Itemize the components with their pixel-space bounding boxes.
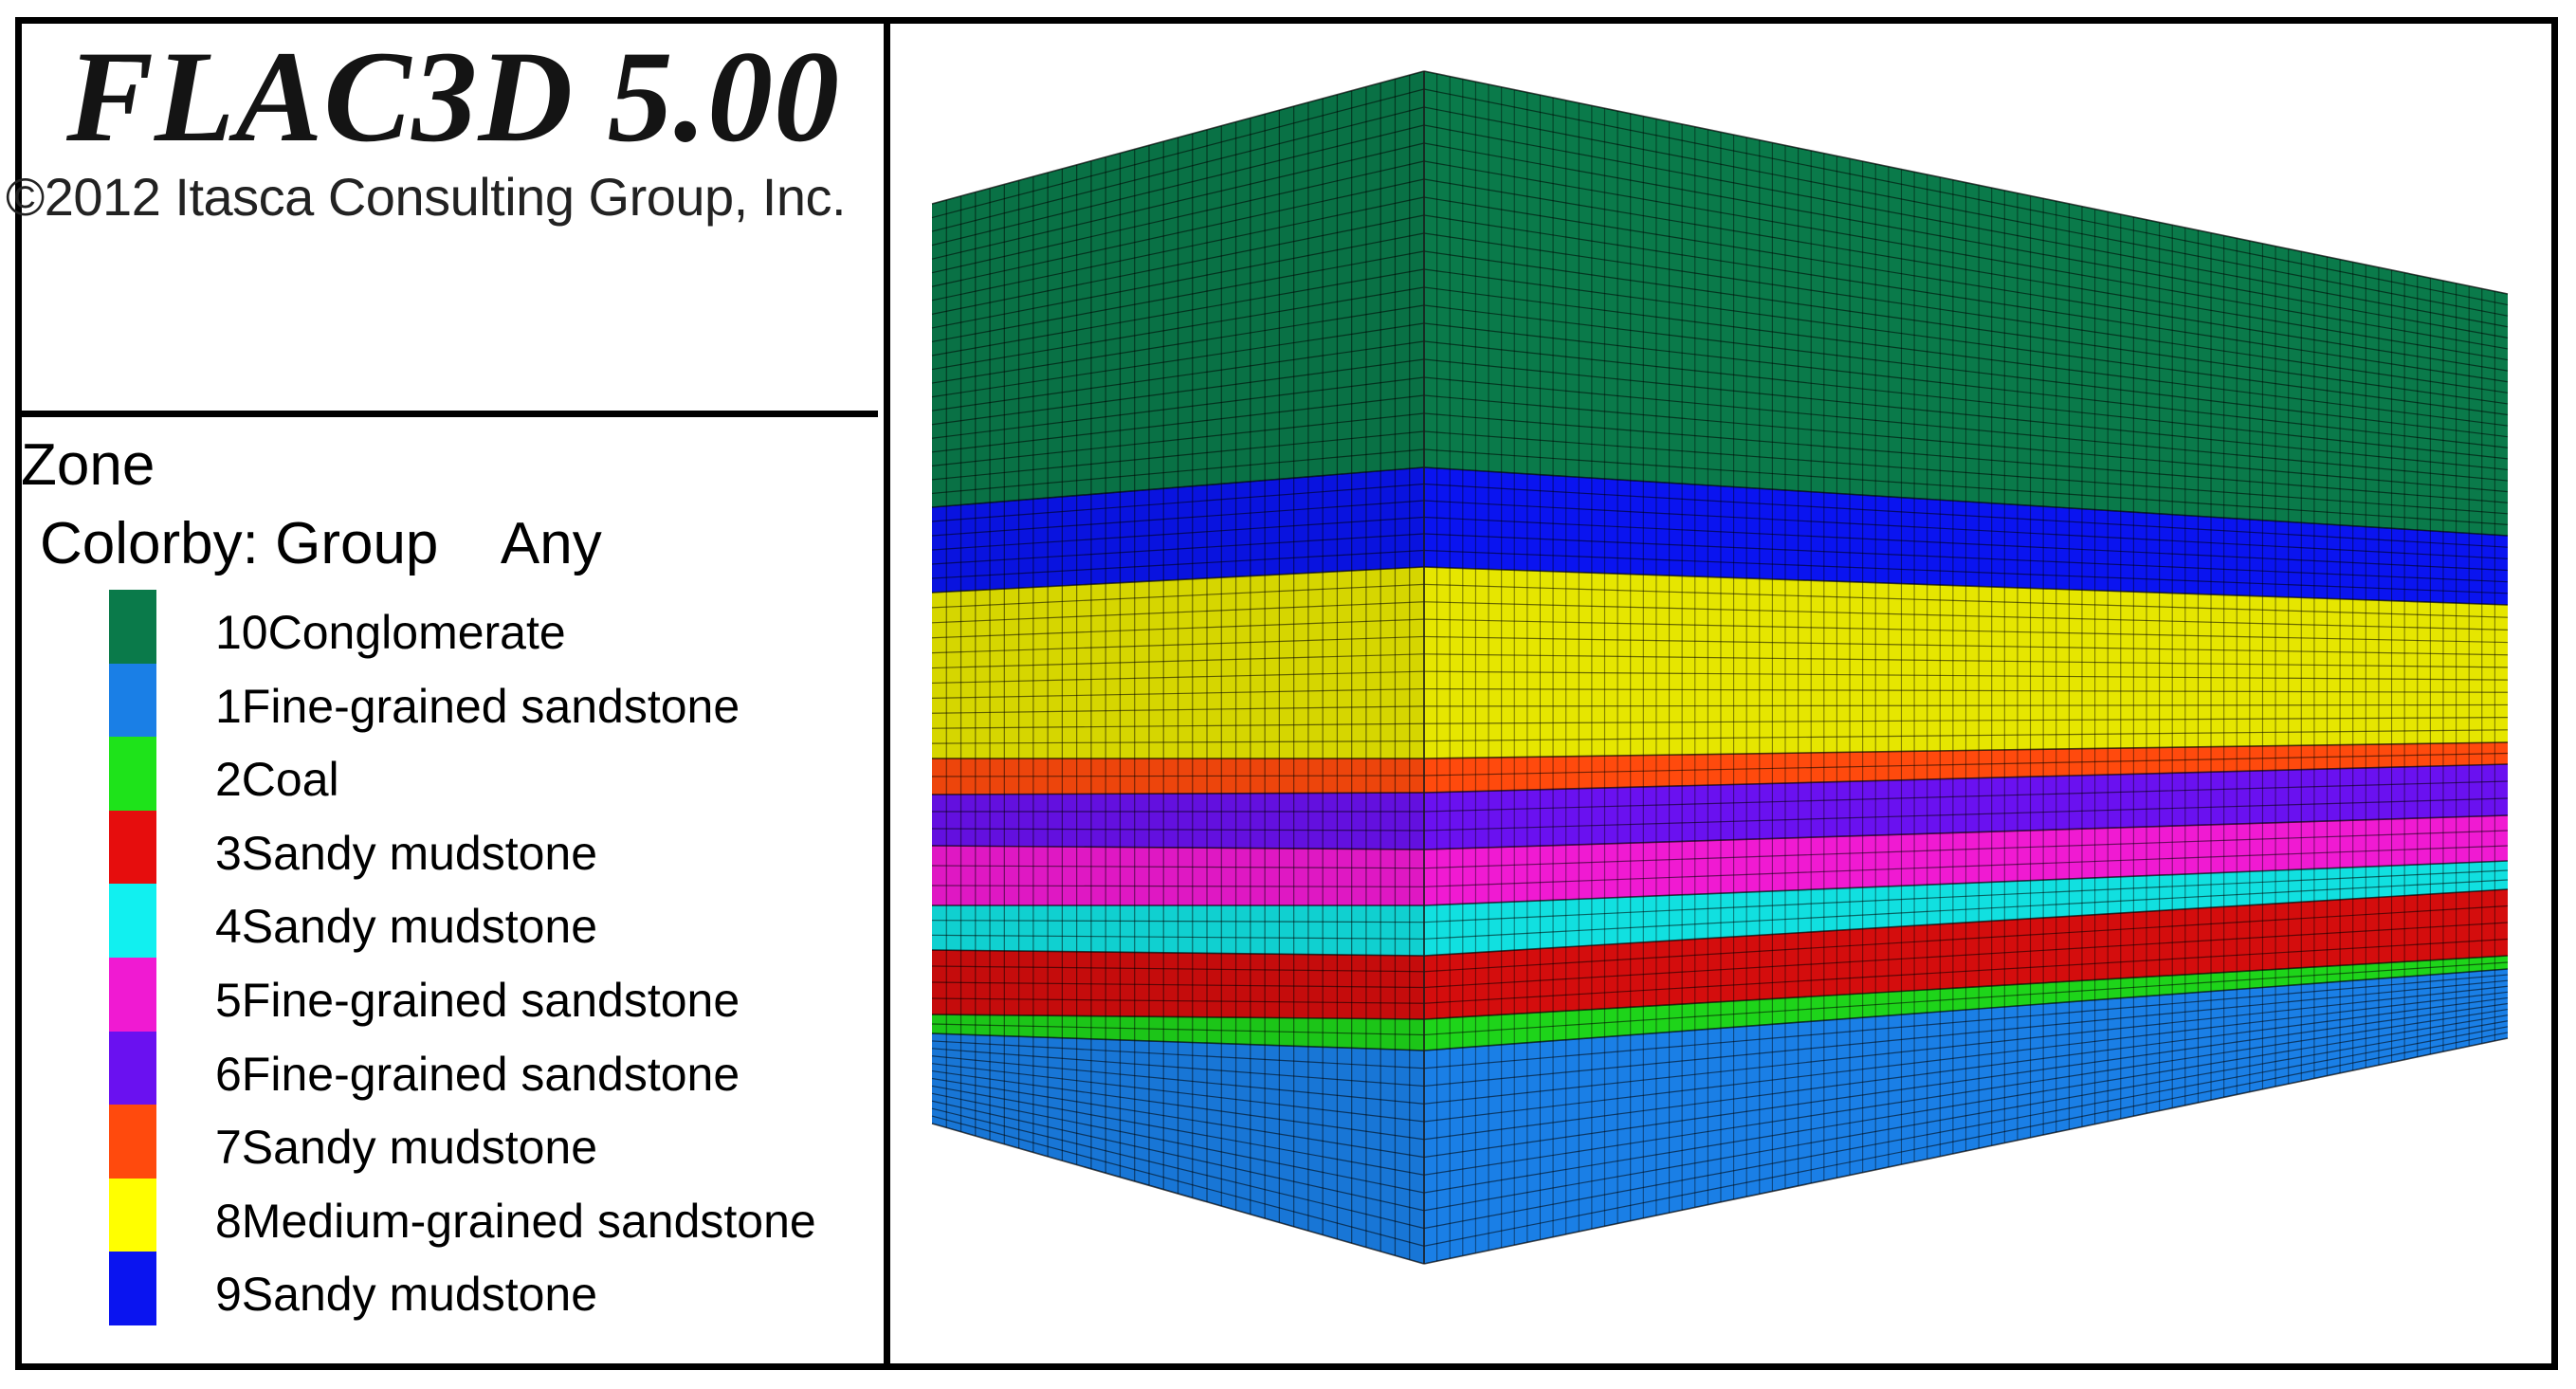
colorby-label: Colorby: Group <box>40 511 439 576</box>
legend-swatch <box>109 590 156 664</box>
legend-swatch <box>109 663 156 738</box>
legend-item: 10Conglomerate <box>109 590 886 664</box>
mesh-layer <box>931 567 2509 758</box>
legend-label: 6Fine-grained sandstone <box>215 1047 740 1101</box>
legend-label: 7Sandy mudstone <box>215 1121 598 1175</box>
legend-item: 5Fine-grained sandstone <box>109 957 886 1032</box>
legend-item: 6Fine-grained sandstone <box>109 1031 886 1106</box>
mesh-layer-right-face <box>1424 861 2508 956</box>
legend-label: 10Conglomerate <box>215 606 566 659</box>
legend-swatch <box>109 1105 156 1179</box>
legend-label: 8Medium-grained sandstone <box>215 1194 816 1248</box>
mesh-layer-right-face <box>1424 956 2508 1051</box>
mesh-layer <box>931 71 2509 536</box>
colorby-value: Any <box>500 511 602 576</box>
legend-swatch <box>109 810 156 885</box>
legend-item: 2Coal <box>109 737 886 811</box>
copyright-text: ©2012 Itasca Consulting Group, Inc. <box>6 167 847 227</box>
legend-item: 1Fine-grained sandstone <box>109 663 886 738</box>
mesh-layer <box>931 467 2509 605</box>
legend-swatch <box>109 1178 156 1252</box>
legend-swatch <box>109 1031 156 1106</box>
legend-item: 4Sandy mudstone <box>109 884 886 958</box>
mesh-layer-right-face <box>1424 815 2508 905</box>
mesh-layer-right-face <box>1424 969 2508 1264</box>
legend-label: 1Fine-grained sandstone <box>215 679 740 733</box>
legend-label: 5Fine-grained sandstone <box>215 973 740 1027</box>
mesh-grid-lines <box>931 70 2509 1265</box>
legend-swatch <box>109 884 156 958</box>
legend-label: 4Sandy mudstone <box>215 900 598 954</box>
panel-divider-horizontal <box>15 411 878 417</box>
legend-swatch <box>109 957 156 1032</box>
legend-item: 7Sandy mudstone <box>109 1105 886 1179</box>
panel-divider-vertical <box>884 17 890 1370</box>
legend-title: Zone <box>21 432 155 498</box>
legend-colorby: Colorby: Group Any <box>40 510 602 577</box>
app-title: FLAC3D 5.00 <box>66 24 841 169</box>
legend-swatch <box>109 737 156 811</box>
mesh-layer-right-face <box>1424 467 2508 605</box>
legend-item: 3Sandy mudstone <box>109 810 886 885</box>
legend-label: 2Coal <box>215 753 339 807</box>
figure-frame <box>15 17 2558 1370</box>
legend-label: 3Sandy mudstone <box>215 826 598 880</box>
legend-list: 10Conglomerate 1Fine-grained sandstone 2Co… <box>109 590 886 1325</box>
legend-item: 8Medium-grained sandstone <box>109 1178 886 1252</box>
legend-swatch <box>109 1252 156 1325</box>
legend-label: 9Sandy mudstone <box>215 1268 598 1322</box>
mesh-layer-right-face <box>1424 567 2508 758</box>
legend-item: 9Sandy mudstone <box>109 1252 886 1325</box>
